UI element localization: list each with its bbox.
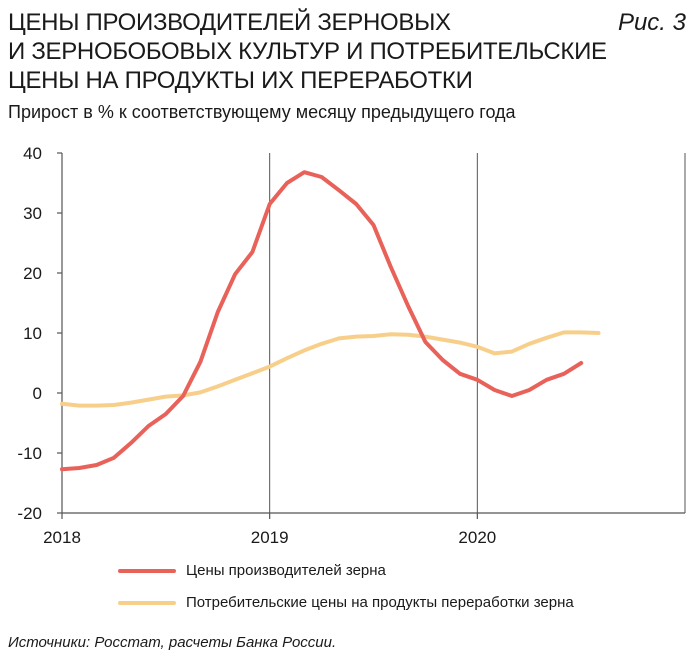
legend-item-consumer: Потребительские цены на продукты перераб… — [118, 594, 574, 611]
y-tick-label: -10 — [17, 444, 42, 463]
chart-title-line: ЦЕНЫ ПРОИЗВОДИТЕЛЕЙ ЗЕРНОВЫХ — [8, 9, 451, 36]
source-note: Источники: Росстат, расчеты Банка России… — [8, 634, 337, 651]
chart-series — [60, 170, 601, 472]
y-tick-label: -20 — [17, 504, 42, 523]
legend-label-producer: Цены производителей зерна — [186, 562, 386, 579]
chart-title-line: И ЗЕРНОБОБОВЫХ КУЛЬТУР И ПОТРЕБИТЕЛЬСКИЕ — [8, 38, 607, 65]
y-tick-label: 10 — [23, 324, 42, 343]
x-tick-label: 2020 — [458, 528, 496, 547]
y-tick-label: 0 — [33, 384, 42, 403]
chart-title: ЦЕНЫ ПРОИЗВОДИТЕЛЕЙ ЗЕРНОВЫХ И ЗЕРНОБОБО… — [8, 8, 608, 95]
figure-label: Рис. 3 — [617, 9, 686, 36]
series-line-consumer-prices — [60, 330, 601, 408]
chart-axes — [57, 152, 685, 519]
legend-label-consumer: Потребительские цены на продукты перераб… — [186, 594, 574, 611]
legend-swatch-producer — [118, 568, 176, 573]
y-tick-label: 40 — [23, 144, 42, 163]
legend-item-producer: Цены производителей зерна — [118, 562, 386, 579]
x-tick-label: 2018 — [43, 528, 81, 547]
chart-grid — [269, 153, 686, 513]
chart-subtitle: Прирост в % к соответствующему месяцу пр… — [8, 102, 516, 122]
chart-title-line: ЦЕНЫ НА ПРОДУКТЫ ИХ ПЕРЕРАБОТКИ — [8, 67, 473, 94]
legend-swatch-consumer — [118, 600, 176, 605]
series-line-producer-prices — [60, 170, 584, 472]
y-tick-label: 20 — [23, 264, 42, 283]
y-tick-label: 30 — [23, 204, 42, 223]
x-tick-label: 2019 — [251, 528, 289, 547]
